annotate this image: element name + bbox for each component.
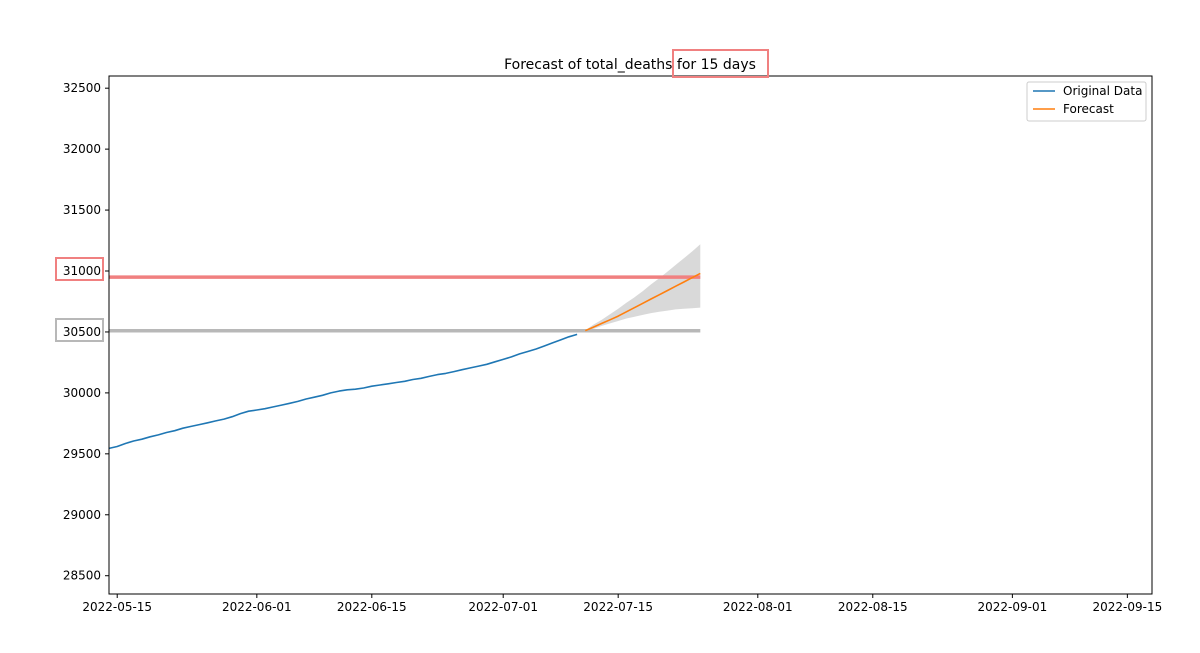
x-axis: 2022-05-15 2022-06-01 2022-06-15 2022-07-01…: [82, 594, 1162, 614]
legend-label-original-data: Original Data: [1063, 84, 1142, 98]
legend: Original Data Forecast: [1026, 81, 1147, 122]
y-tick-label: 32500: [63, 81, 101, 95]
x-tick-label: 2022-09-01: [978, 600, 1048, 614]
ytick-highlight-box-red: [55, 257, 104, 281]
reference-lines-layer: [109, 275, 701, 333]
x-tick-label: 2022-06-15: [337, 600, 407, 614]
x-tick-label: 2022-07-15: [583, 600, 653, 614]
plot-area-frame: [108, 75, 1153, 595]
y-tick-label: 29000: [63, 508, 101, 522]
y-tick-label: 30500: [63, 325, 101, 339]
forecast-confidence-band: [585, 244, 701, 332]
y-tick-label: 31500: [63, 203, 101, 217]
y-axis: 28500 29000 29500 30000 30500 31000 31500 32000…: [63, 81, 109, 583]
x-tick-label: 2022-09-15: [1092, 600, 1162, 614]
legend-box: [1026, 81, 1147, 122]
chart-title: Forecast of total_deaths for 15 days: [504, 57, 756, 73]
series-layer: [108, 272, 701, 450]
y-tick-label: 29500: [63, 447, 101, 461]
series-line-original-data: [108, 333, 578, 450]
y-tick-label: 31000: [63, 264, 101, 278]
x-tick-label: 2022-06-01: [222, 600, 292, 614]
y-tick-label: 30000: [63, 386, 101, 400]
x-tick-label: 2022-08-15: [838, 600, 908, 614]
ytick-highlight-box-gray: [55, 318, 104, 342]
series-line-forecast: [584, 272, 701, 332]
x-tick-label: 2022-08-01: [723, 600, 793, 614]
legend-label-forecast: Forecast: [1063, 102, 1114, 116]
y-tick-label: 32000: [63, 142, 101, 156]
confidence-band-layer: [585, 244, 701, 332]
x-tick-label: 2022-07-01: [468, 600, 538, 614]
y-tick-label: 28500: [63, 569, 101, 583]
title-highlight-box: [672, 49, 769, 78]
x-tick-label: 2022-05-15: [82, 600, 152, 614]
